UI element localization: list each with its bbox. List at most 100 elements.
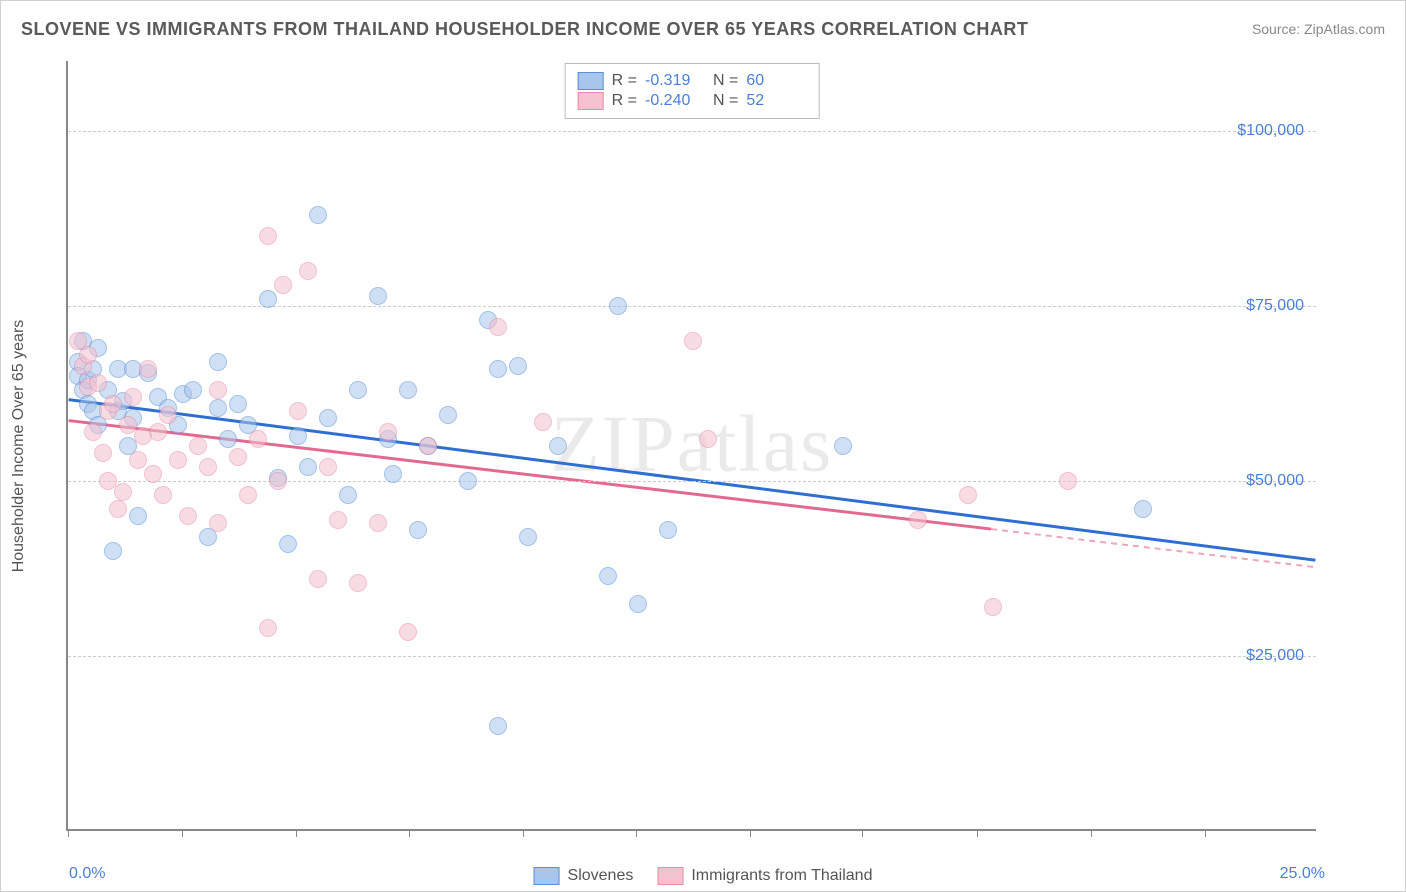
source-credit: Source: ZipAtlas.com: [1252, 21, 1385, 37]
legend-r-label: R =: [612, 92, 637, 110]
data-point: [369, 514, 387, 532]
data-point: [129, 507, 147, 525]
gridline-h: [68, 656, 1316, 657]
data-point: [149, 423, 167, 441]
data-point: [279, 535, 297, 553]
data-point: [459, 472, 477, 490]
data-point: [489, 318, 507, 336]
data-point: [189, 437, 207, 455]
data-point: [629, 595, 647, 613]
data-point: [289, 402, 307, 420]
legend-n-label: N =: [713, 72, 738, 90]
legend-n-label: N =: [713, 92, 738, 110]
data-point: [984, 598, 1002, 616]
data-point: [289, 427, 307, 445]
legend-row: R =-0.240N =52: [578, 92, 807, 110]
data-point: [329, 511, 347, 529]
y-tick-label: $25,000: [1246, 647, 1304, 665]
gridline-h: [68, 131, 1316, 132]
data-point: [489, 717, 507, 735]
data-point: [909, 511, 927, 529]
data-point: [299, 458, 317, 476]
legend-item: Slovenes: [534, 867, 634, 885]
data-point: [519, 528, 537, 546]
data-point: [399, 623, 417, 641]
legend-r-value: -0.319: [645, 72, 705, 90]
data-point: [834, 437, 852, 455]
data-point: [229, 448, 247, 466]
chart-container: SLOVENE VS IMMIGRANTS FROM THAILAND HOUS…: [0, 0, 1406, 892]
legend-swatch: [578, 72, 604, 90]
x-tick: [296, 829, 297, 837]
legend-series-name: Slovenes: [568, 867, 634, 884]
source-link[interactable]: ZipAtlas.com: [1304, 21, 1385, 37]
data-point: [249, 430, 267, 448]
data-point: [384, 465, 402, 483]
data-point: [159, 406, 177, 424]
data-point: [144, 465, 162, 483]
data-point: [114, 483, 132, 501]
data-point: [209, 514, 227, 532]
data-point: [129, 451, 147, 469]
data-point: [609, 297, 627, 315]
y-tick-label: $75,000: [1246, 297, 1304, 315]
legend-row: R =-0.319N =60: [578, 72, 807, 90]
data-point: [94, 444, 112, 462]
data-point: [259, 619, 277, 637]
chart-title: SLOVENE VS IMMIGRANTS FROM THAILAND HOUS…: [21, 19, 1028, 40]
data-point: [1059, 472, 1077, 490]
data-point: [239, 486, 257, 504]
watermark: ZIPatlas: [551, 400, 834, 491]
data-point: [104, 395, 122, 413]
source-label: Source:: [1252, 21, 1300, 37]
data-point: [219, 430, 237, 448]
data-point: [154, 486, 172, 504]
data-point: [209, 353, 227, 371]
data-point: [184, 381, 202, 399]
data-point: [349, 381, 367, 399]
data-point: [199, 458, 217, 476]
data-point: [209, 399, 227, 417]
data-point: [699, 430, 717, 448]
data-point: [599, 567, 617, 585]
correlation-legend: R =-0.319N =60R =-0.240N =52: [565, 63, 820, 119]
x-tick: [750, 829, 751, 837]
y-axis-title: Householder Income Over 65 years: [10, 320, 28, 573]
data-point: [124, 388, 142, 406]
data-point: [309, 206, 327, 224]
x-tick: [523, 829, 524, 837]
legend-series-name: Immigrants from Thailand: [691, 867, 872, 884]
legend-item: Immigrants from Thailand: [657, 867, 872, 885]
data-point: [489, 360, 507, 378]
y-tick-label: $50,000: [1246, 472, 1304, 490]
data-point: [409, 521, 427, 539]
x-tick: [1205, 829, 1206, 837]
data-point: [309, 570, 327, 588]
data-point: [419, 437, 437, 455]
data-point: [179, 507, 197, 525]
data-point: [84, 423, 102, 441]
data-point: [259, 227, 277, 245]
legend-swatch: [578, 92, 604, 110]
data-point: [109, 500, 127, 518]
data-point: [369, 287, 387, 305]
data-point: [379, 423, 397, 441]
data-point: [439, 406, 457, 424]
data-point: [1134, 500, 1152, 518]
data-point: [349, 574, 367, 592]
y-tick-label: $100,000: [1237, 122, 1304, 140]
data-point: [534, 413, 552, 431]
data-point: [274, 276, 292, 294]
data-point: [79, 346, 97, 364]
data-point: [959, 486, 977, 504]
data-point: [259, 290, 277, 308]
data-point: [319, 458, 337, 476]
legend-swatch: [534, 867, 560, 885]
data-point: [169, 451, 187, 469]
data-point: [659, 521, 677, 539]
data-point: [139, 360, 157, 378]
data-point: [229, 395, 247, 413]
x-tick: [68, 829, 69, 837]
data-point: [684, 332, 702, 350]
data-point: [209, 381, 227, 399]
